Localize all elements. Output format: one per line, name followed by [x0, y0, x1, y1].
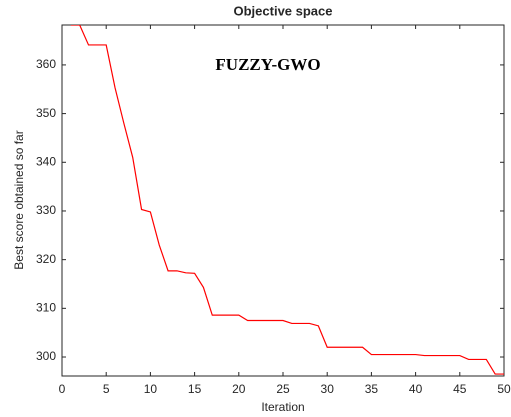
x-tick-label: 50 [497, 382, 511, 396]
x-tick-label: 15 [188, 382, 202, 396]
y-tick-label: 330 [36, 203, 56, 217]
annotation: FUZZY-GWO [215, 55, 320, 74]
x-tick-label: 25 [276, 382, 290, 396]
x-tick-label: 45 [453, 382, 467, 396]
x-tick-label: 10 [144, 382, 158, 396]
y-tick-label: 300 [36, 349, 56, 363]
x-axis-label: Iteration [261, 400, 304, 414]
chart-title: Objective space [234, 3, 333, 18]
x-tick-label: 35 [365, 382, 379, 396]
x-tick-label: 20 [232, 382, 246, 396]
x-tick-label: 0 [59, 382, 66, 396]
y-tick-label: 320 [36, 252, 56, 266]
plot-area [61, 24, 505, 377]
x-tick-label: 30 [321, 382, 335, 396]
y-tick-label: 350 [36, 106, 56, 120]
y-tick-label: 360 [36, 57, 56, 71]
x-tick-label: 5 [103, 382, 110, 396]
y-tick-label: 310 [36, 301, 56, 315]
y-tick-label: 340 [36, 154, 56, 168]
line [70, 25, 504, 375]
x-tick-label: 40 [409, 382, 423, 396]
y-axis-label: Best score obtained so far [12, 130, 26, 269]
